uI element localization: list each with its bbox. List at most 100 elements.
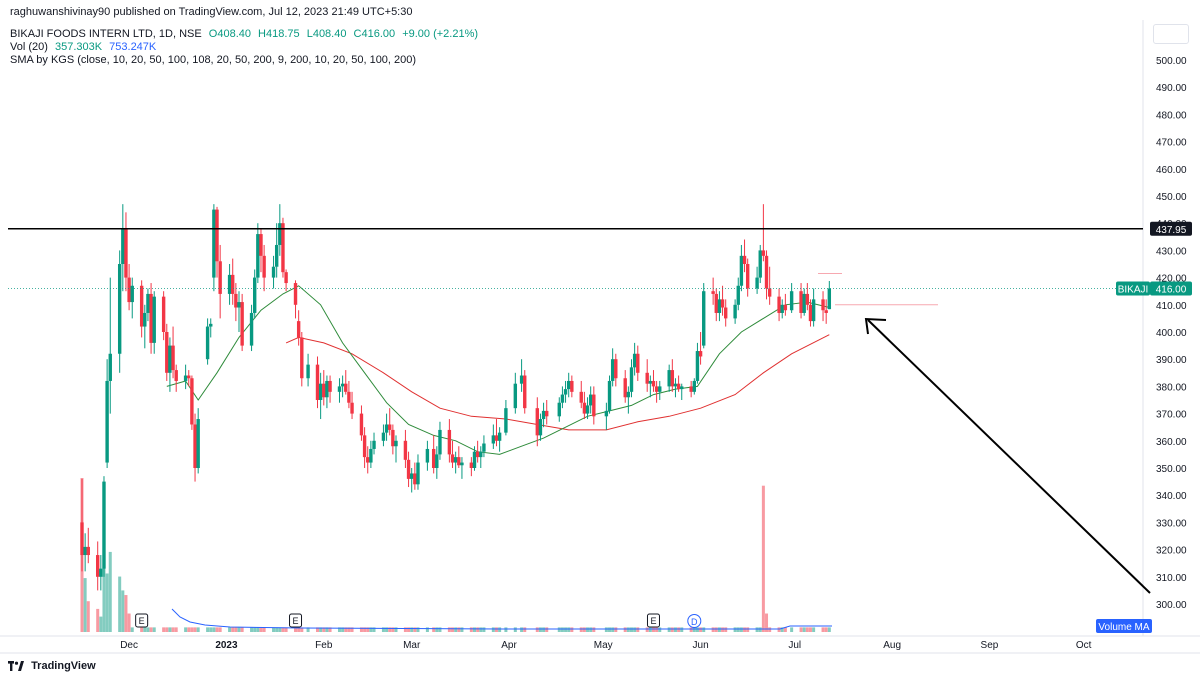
volume-bar xyxy=(699,627,703,632)
volume-bar xyxy=(394,627,398,632)
tradingview-brand: TradingView xyxy=(31,660,96,672)
annotation-arrow-line xyxy=(867,319,1151,594)
volume-bar xyxy=(385,627,389,632)
sma-legend[interactable]: SMA by KGS (close, 10, 20, 50, 100, 108,… xyxy=(10,54,417,66)
ohlc-close: C416.00 xyxy=(353,28,396,40)
volume-ma-line xyxy=(171,608,832,630)
volume-bar xyxy=(140,627,144,632)
volume-bar xyxy=(611,627,615,632)
volume-bar xyxy=(300,627,304,632)
volume-label: Vol (20) xyxy=(10,41,48,53)
volume-bar xyxy=(297,627,301,632)
volume-bar xyxy=(206,627,210,632)
volume-bar xyxy=(240,627,244,632)
volume-bar xyxy=(187,627,191,632)
volume-bar xyxy=(218,627,222,632)
volume-bar xyxy=(275,627,279,632)
time-tick-label: May xyxy=(594,640,613,651)
sma-fast-line xyxy=(166,285,830,455)
earnings-marker xyxy=(646,613,660,628)
earnings-marker xyxy=(289,613,303,628)
volume-legend[interactable]: Vol (20) 357.303K 753.247K xyxy=(10,41,160,53)
candle-body xyxy=(799,291,803,313)
time-tick-label: Jul xyxy=(788,640,801,651)
volume-bar xyxy=(86,601,90,632)
price-tick-label: 480.00 xyxy=(1156,110,1187,121)
candle-body xyxy=(187,375,191,379)
candle-body xyxy=(733,304,737,319)
candle-body xyxy=(808,304,813,322)
candle-body xyxy=(121,228,125,264)
volume-bar xyxy=(294,627,298,632)
volume-ma-value: 753.247K xyxy=(109,41,157,53)
candle-body xyxy=(607,380,612,411)
volume-bar xyxy=(391,627,395,632)
volume-bar xyxy=(165,627,169,632)
volume-bar xyxy=(278,627,282,632)
volume-bar xyxy=(614,627,618,632)
volume-bar xyxy=(491,627,495,632)
volume-bar xyxy=(702,627,706,632)
candle-body xyxy=(585,405,590,414)
volume-bar xyxy=(316,627,319,632)
volume-bar xyxy=(366,627,370,632)
candle-body xyxy=(623,378,627,398)
candle-body xyxy=(610,359,615,381)
volume-bar xyxy=(523,627,527,632)
candle-body xyxy=(284,272,288,284)
candle-body xyxy=(673,383,678,387)
volume-bar xyxy=(319,627,323,632)
symbol-legend[interactable]: BIKAJI FOODS INTERN LTD, 1D, NSE O408.40… xyxy=(10,28,482,40)
candle-body xyxy=(567,380,571,390)
volume-bar xyxy=(680,627,684,632)
ohlc-open: O408.40 xyxy=(208,28,251,40)
candle-body xyxy=(193,424,197,468)
volume-bar xyxy=(250,627,254,632)
volume-bar xyxy=(777,627,781,632)
time-tick-label: Mar xyxy=(403,640,421,651)
volume-bar xyxy=(196,627,200,632)
candle-body xyxy=(475,451,480,458)
candle-body xyxy=(281,223,285,273)
candle-body xyxy=(174,370,178,381)
time-tick-label: Jun xyxy=(693,640,709,651)
volume-bar xyxy=(143,627,147,632)
volume-bar xyxy=(761,485,765,632)
price-tick-label: 350.00 xyxy=(1156,464,1187,475)
candle-body xyxy=(711,291,715,294)
resistance-price-label: 437.95 xyxy=(1156,225,1187,236)
volume-bar xyxy=(469,627,473,632)
volume-bar xyxy=(711,627,715,632)
candle-body xyxy=(494,435,499,441)
last-price-tag xyxy=(1150,281,1192,296)
candle-body xyxy=(695,351,700,381)
volume-bar xyxy=(171,627,175,632)
candle-body xyxy=(519,375,524,384)
volume-bar xyxy=(608,627,612,632)
candle-body xyxy=(435,454,439,468)
volume-bar xyxy=(121,590,125,632)
candle-body xyxy=(328,380,332,392)
candle-body xyxy=(777,296,781,313)
volume-bar xyxy=(407,627,411,632)
candle-body xyxy=(535,408,539,436)
volume-bar xyxy=(325,627,329,632)
volume-bar xyxy=(215,627,219,632)
time-tick-label: Feb xyxy=(315,640,333,651)
volume-value: 357.303K xyxy=(54,41,103,53)
candle-body xyxy=(457,457,461,466)
volume-bar xyxy=(328,627,332,632)
volume-bar xyxy=(460,627,464,632)
toolbar-box[interactable] xyxy=(1153,24,1189,44)
candle-body xyxy=(802,293,806,313)
candle-body xyxy=(783,304,788,311)
candle-body xyxy=(372,440,376,449)
volume-bar xyxy=(567,627,571,632)
price-tick-label: 470.00 xyxy=(1156,138,1187,149)
price-tick-label: 430.00 xyxy=(1156,246,1187,257)
candle-body xyxy=(83,546,87,556)
tradingview-footer[interactable]: TradingView xyxy=(8,660,96,672)
candle-body xyxy=(680,386,684,390)
